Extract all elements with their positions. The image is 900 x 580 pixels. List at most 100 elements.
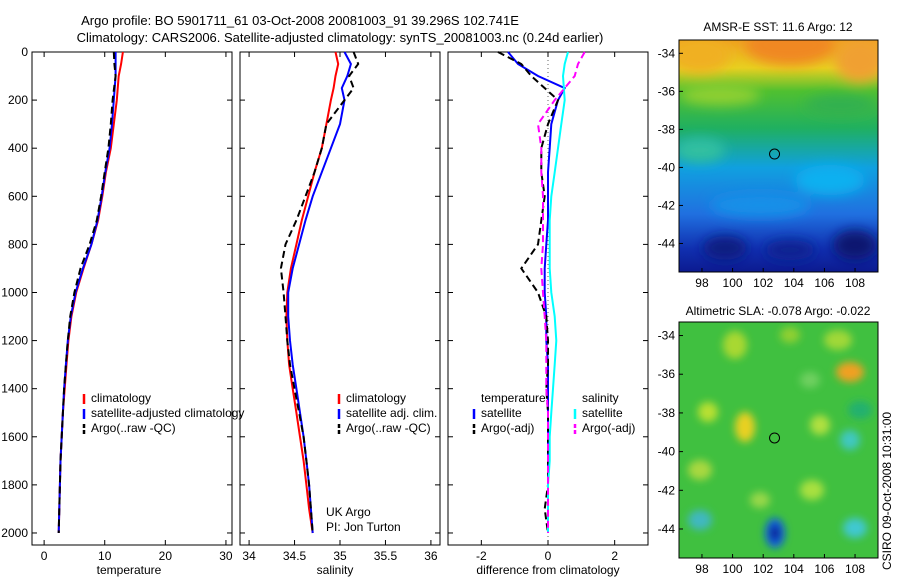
series-line-satellite — [507, 51, 567, 533]
y-tick-label: 1600 — [1, 430, 28, 444]
legend-entry: Argo(..raw -QC) — [346, 421, 431, 435]
map-y-tick-label: -34 — [658, 329, 676, 343]
map-x-tick-label: 102 — [753, 562, 773, 576]
map-y-tick-label: -38 — [658, 122, 676, 136]
series-line-satellite — [547, 51, 569, 533]
salinity-annotation-line-2: PI: Jon Turton — [326, 520, 401, 534]
sst-map-frame — [678, 39, 879, 273]
map-y-tick-label: -42 — [658, 483, 676, 497]
legend-entry: climatology — [346, 391, 406, 405]
salinity-xlabel: salinity — [317, 563, 354, 577]
x-tick-label: 2 — [611, 549, 618, 563]
y-tick-label: 600 — [8, 189, 28, 203]
difference-panel: -2 0 2 difference from climatology tempera… — [447, 51, 649, 577]
sla-map-frame — [678, 321, 879, 559]
side-timestamp-label: CSIRO 09-Oct-2008 10:31:00 — [880, 412, 894, 570]
series-line-argo-adj- — [536, 51, 586, 533]
y-tick-label: 0 — [21, 45, 28, 59]
map-x-tick-label: 98 — [695, 276, 709, 290]
series-line-argo-raw-qc- — [57, 51, 117, 534]
sla-map-title: Altimetric SLA: -0.078 Argo: -0.022 — [686, 304, 871, 318]
y-tick-label: 1000 — [1, 285, 28, 299]
map-x-tick-label: 108 — [845, 276, 865, 290]
temperature-ticks: 0 10 20 30 0 200 400 600 800 1000 1200 1400 1600 1800… — [1, 45, 233, 563]
temperature-panel: 0 10 20 30 0 200 400 600 800 1000 1200 1400 1600 1800… — [1, 45, 244, 577]
map-x-tick-label: 98 — [695, 562, 709, 576]
sst-map-argo-marker — [769, 148, 781, 160]
legend-entry: satellite adj. clim. — [346, 406, 437, 420]
map-y-tick-label: -40 — [658, 445, 676, 459]
legend-header-salinity: salinity — [582, 391, 619, 405]
sst-map-ticks: 98 100 102 104 106 108 -34 -36 -38 -40 -42 -44 — [658, 46, 866, 290]
y-tick-label: 200 — [8, 93, 28, 107]
y-tick-label: 400 — [8, 141, 28, 155]
temperature-xlabel: temperature — [97, 563, 162, 577]
map-x-tick-label: 106 — [814, 276, 834, 290]
map-x-tick-label: 104 — [784, 276, 804, 290]
x-tick-label: 20 — [159, 549, 173, 563]
series-line-climatology — [57, 51, 124, 534]
x-tick-label: 0 — [545, 549, 552, 563]
sst-map-panel: AMSR-E SST: 11.6 Argo: 12 98 100 102 104 106… — [658, 20, 879, 290]
legend-entry: satellite-adjusted climatology — [91, 406, 244, 420]
temperature-axes-box — [31, 51, 233, 546]
map-y-tick-label: -40 — [658, 160, 676, 174]
map-y-tick-label: -42 — [658, 198, 676, 212]
map-x-tick-label: 106 — [814, 562, 834, 576]
x-tick-label: 35.5 — [374, 549, 398, 563]
difference-series — [497, 51, 586, 534]
difference-xlabel: difference from climatology — [476, 563, 619, 577]
x-tick-label: 35 — [333, 549, 347, 563]
y-tick-label: 1200 — [1, 334, 28, 348]
salinity-annotation-line-1: UK Argo — [326, 505, 371, 519]
map-x-tick-label: 102 — [753, 276, 773, 290]
y-tick-label: 1400 — [1, 382, 28, 396]
legend-entry: satellite — [582, 406, 623, 420]
x-tick-label: 30 — [219, 549, 233, 563]
x-tick-label: 36 — [424, 549, 438, 563]
title-line-2: Climatology: CARS2006. Satellite-adjuste… — [77, 30, 604, 45]
map-y-tick-label: -34 — [658, 46, 676, 60]
map-y-tick-label: -36 — [658, 84, 676, 98]
sla-map-argo-marker — [769, 432, 781, 444]
x-tick-label: 0 — [41, 549, 48, 563]
map-y-tick-label: -44 — [658, 236, 676, 250]
x-tick-label: 34.5 — [283, 549, 307, 563]
series-line-argo-raw-qc- — [279, 51, 360, 534]
legend-entry: satellite — [481, 406, 522, 420]
legend-entry: Argo(..raw -QC) — [91, 421, 176, 435]
legend-entry: Argo(-adj) — [582, 421, 635, 435]
map-x-tick-label: 104 — [784, 562, 804, 576]
series-line-climatology — [285, 51, 340, 534]
y-tick-label: 1800 — [1, 478, 28, 492]
legend-entry: Argo(-adj) — [481, 421, 534, 435]
y-tick-label: 2000 — [1, 526, 28, 540]
series-line-satellite-adjusted-climatology — [57, 52, 117, 534]
difference-legend: temperature salinitysatelliteArgo(-adj)sa… — [472, 391, 635, 435]
x-tick-label: 10 — [98, 549, 112, 563]
sla-map-ticks: 98 100 102 104 106 108 -34 -36 -38 -40 -42 -44 — [658, 329, 866, 576]
legend-entry: climatology — [91, 391, 151, 405]
difference-ticks: -2 0 2 — [448, 51, 648, 563]
salinity-ticks: 34 34.5 35 35.5 36 — [240, 51, 440, 563]
salinity-panel: 34 34.5 35 35.5 36 salinity climatologysatel… — [239, 51, 441, 577]
x-tick-label: 34 — [242, 549, 256, 563]
map-y-tick-label: -36 — [658, 367, 676, 381]
x-tick-label: -2 — [476, 549, 487, 563]
map-x-tick-label: 100 — [723, 562, 743, 576]
legend-header-temperature: temperature — [481, 391, 546, 405]
title-line-1: Argo profile: BO 5901711_61 03-Oct-2008 … — [81, 13, 519, 28]
sla-map-panel: Altimetric SLA: -0.078 Argo: -0.022 — [658, 304, 879, 576]
map-y-tick-label: -38 — [658, 406, 676, 420]
map-x-tick-label: 100 — [723, 276, 743, 290]
map-x-tick-label: 108 — [845, 562, 865, 576]
map-y-tick-label: -44 — [658, 522, 676, 536]
salinity-series — [279, 51, 360, 534]
temperature-series — [57, 51, 124, 534]
y-tick-label: 800 — [8, 237, 28, 251]
sla-map-field — [679, 322, 878, 558]
sst-map-title: AMSR-E SST: 11.6 Argo: 12 — [703, 20, 853, 34]
